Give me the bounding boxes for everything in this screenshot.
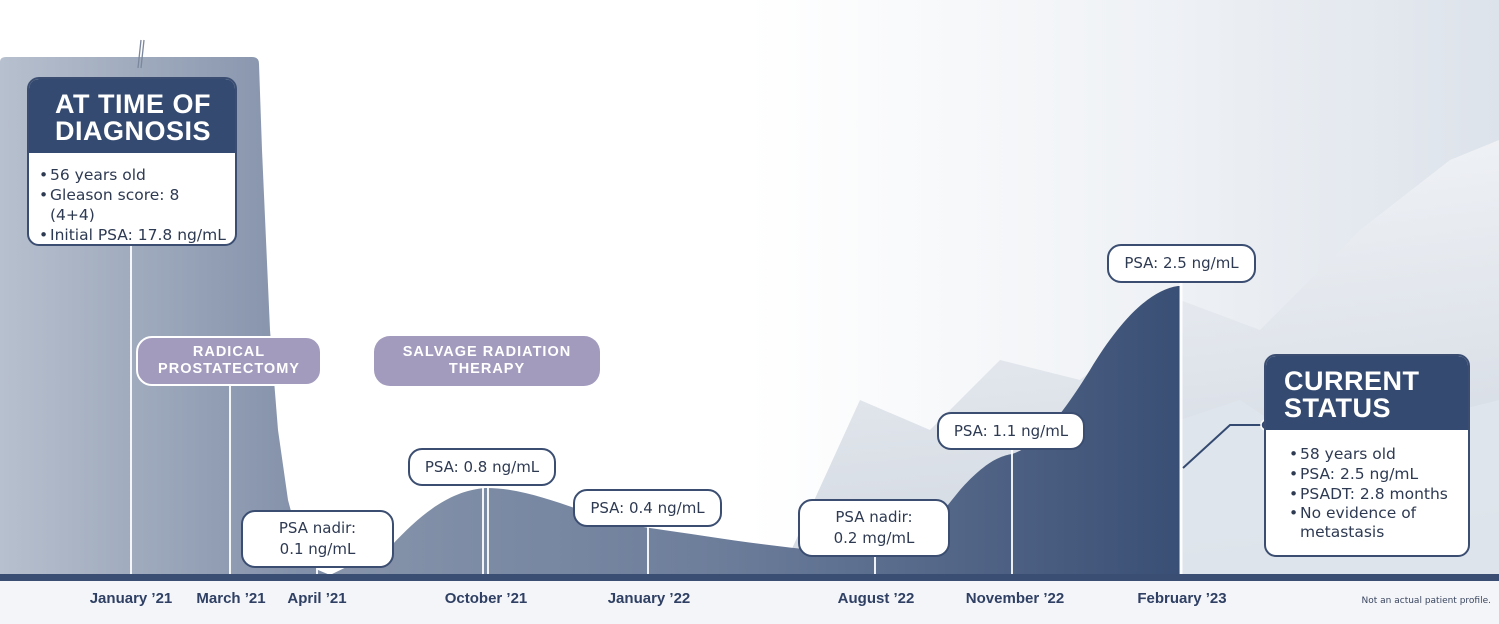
psa-callout-nadir-1: PSA nadir: 0.1 ng/mL: [241, 510, 394, 568]
footnote: Not an actual patient profile.: [1361, 596, 1491, 606]
diagnosis-card: AT TIME OF DIAGNOSIS 56 years old Gleaso…: [27, 77, 237, 246]
timeline-tick-january-21: January ’21: [89, 590, 173, 607]
treatment-salvage-radiation: SALVAGE RADIATION THERAPY: [374, 336, 600, 386]
list-item: 56 years old: [39, 165, 227, 185]
current-status-list: 58 years old PSA: 2.5 ng/mL PSADT: 2.8 m…: [1266, 430, 1468, 542]
timeline-tick-january-22: January ’22: [607, 590, 691, 607]
timeline-tick-november-22: November ’22: [965, 590, 1065, 607]
timeline-tick-october-21: October ’21: [444, 590, 528, 607]
current-status-title: CURRENT STATUS: [1266, 356, 1468, 430]
current-status-card: CURRENT STATUS 58 years old PSA: 2.5 ng/…: [1264, 354, 1470, 557]
timeline-tick-april-21: April ’21: [287, 590, 347, 607]
treatment-radical-prostatectomy: RADICAL PROSTATECTOMY: [136, 336, 322, 386]
psa-callout-0-8: PSA: 0.8 ng/mL: [408, 448, 556, 486]
list-item: Gleason score: 8 (4+4): [39, 185, 227, 225]
list-item: PSADT: 2.8 months: [1289, 484, 1460, 504]
list-item: PSA: 2.5 ng/mL: [1289, 464, 1460, 484]
timeline-tick-march-21: March ’21: [196, 590, 266, 607]
list-item: 58 years old: [1289, 444, 1460, 464]
psa-callout-1-1: PSA: 1.1 ng/mL: [937, 412, 1085, 450]
psa-callout-2-5: PSA: 2.5 ng/mL: [1107, 244, 1256, 283]
diagnosis-title: AT TIME OF DIAGNOSIS: [29, 79, 235, 153]
timeline-tick-august-22: August ’22: [837, 590, 915, 607]
diagnosis-list: 56 years old Gleason score: 8 (4+4) Init…: [29, 153, 235, 244]
timeline-tick-february-23: February ’23: [1137, 590, 1227, 607]
psa-callout-nadir-2: PSA nadir: 0.2 mg/mL: [798, 499, 950, 557]
list-item: No evidence of metastasis: [1289, 504, 1460, 542]
psa-callout-0-4: PSA: 0.4 ng/mL: [573, 489, 722, 527]
psa-curve-area: [330, 286, 1180, 575]
list-item: Initial PSA: 17.8 ng/mL: [39, 225, 227, 244]
